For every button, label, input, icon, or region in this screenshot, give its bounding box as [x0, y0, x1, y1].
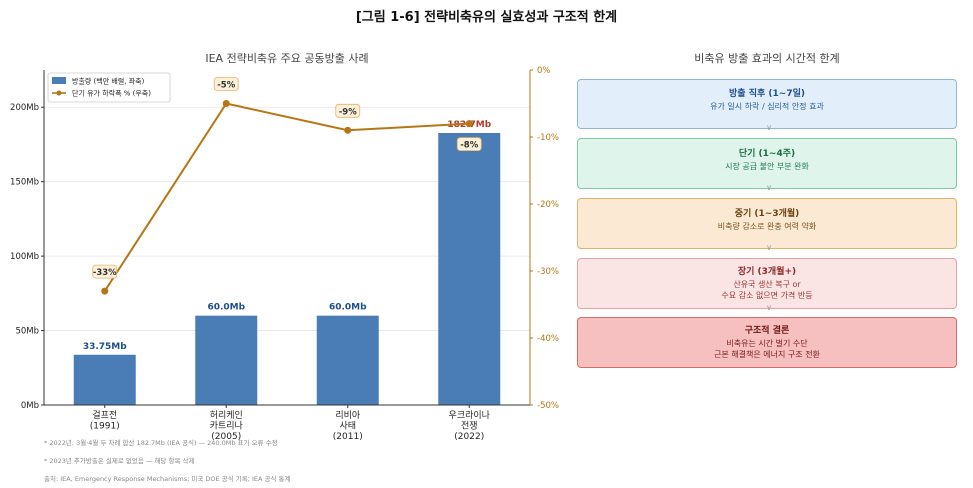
legend-line-marker	[56, 90, 62, 96]
stage-long-term: 장기 (3개월+) 산유국 생산 복구 or 수요 감소 없으면 가격 반등	[577, 258, 957, 309]
left-tick-label: 200Mb	[10, 103, 39, 113]
x-tick-label: 허리케인	[210, 410, 243, 421]
stage-short-term-desc: 시장 공급 불안 부분 완화	[725, 162, 809, 171]
right-tick-label: -20%	[537, 200, 559, 210]
chart-note-2: * 2023년 추가방출은 실제로 없었음 — 해당 항목 삭제	[44, 457, 195, 465]
x-tick-label: 사태	[339, 421, 356, 432]
right-tick-label: -40%	[537, 334, 559, 344]
stage-long-term-title: 장기 (3개월+)	[737, 267, 797, 277]
x-tick-label: 우크라이나	[449, 410, 490, 421]
arrow-down-icon: ∨	[766, 123, 772, 132]
price-drop-label: -9%	[339, 107, 357, 117]
legend-bar-label: 방출량 (백만 배럴, 좌축)	[72, 77, 145, 86]
bar	[195, 315, 258, 405]
left-tick-label: 0Mb	[21, 401, 39, 411]
bar	[73, 354, 136, 405]
stage-conclusion: 구조적 결론 비축유는 시간 벌기 수단 근본 해결책은 에너지 구조 전환	[577, 317, 957, 368]
price-drop-label: -33%	[93, 268, 117, 278]
stage-immediate: 방출 직후 (1~7일) 유가 일시 하락 / 심리적 안정 효과	[577, 79, 957, 129]
stage-conclusion-title: 구조적 결론	[744, 326, 790, 336]
arrow-down-icon: ∨	[766, 303, 772, 312]
price-drop-label-box	[335, 103, 361, 118]
source-note: 출처: IEA, Emergency Response Mechanisms; …	[44, 475, 291, 483]
price-drop-label-box	[456, 137, 482, 152]
price-drop-point	[222, 100, 230, 107]
stage-short-term-title: 단기 (1~4주)	[738, 149, 796, 159]
stage-short-term: 단기 (1~4주) 시장 공급 불안 부분 완화	[577, 138, 957, 189]
price-drop-point	[344, 126, 352, 134]
right-tick-label: -30%	[537, 267, 559, 277]
right-tick-label: 0%	[537, 66, 551, 76]
x-tick-label: (2022)	[454, 432, 484, 442]
legend-bar-swatch	[52, 77, 66, 84]
price-drop-point	[101, 287, 109, 295]
right-tick-label: -50%	[537, 401, 559, 411]
x-tick-label: 카트리나	[210, 421, 243, 432]
right-panel-title: 비축유 방출 효과의 시간적 한계	[694, 52, 840, 65]
arrow-down-icon: ∨	[766, 183, 772, 192]
legend	[47, 72, 171, 103]
stage-long-term-desc: 산유국 생산 복구 or 수요 감소 없으면 가격 반등	[721, 280, 813, 300]
x-tick-label: 전쟁	[461, 421, 478, 432]
left-tick-label: 50Mb	[15, 327, 39, 337]
price-drop-label-box	[92, 264, 118, 279]
x-tick-label: 걸프전	[92, 410, 117, 421]
price-drop-label: -8%	[460, 141, 478, 151]
right-tick-label: -10%	[537, 133, 559, 143]
bar-value-label: 33.75Mb	[83, 342, 127, 352]
price-drop-line	[103, 102, 470, 292]
price-drop-label-box	[213, 77, 239, 91]
x-tick-label: (2005)	[211, 432, 241, 442]
x-tick-label: (1991)	[90, 422, 120, 432]
left-tick-label: 150Mb	[10, 178, 39, 188]
legend-line-label: 단기 유가 하락폭 % (우축)	[72, 89, 151, 98]
stage-mid-term-title: 중기 (1~3개월)	[734, 209, 800, 219]
bar-value-label: 60.0Mb	[329, 303, 367, 313]
bar-value-label: 60.0Mb	[207, 303, 245, 313]
price-drop-point	[465, 120, 473, 128]
stage-immediate-title: 방출 직후 (1~7일)	[729, 89, 805, 99]
stage-immediate-desc: 유가 일시 하락 / 심리적 안정 효과	[710, 102, 824, 111]
x-tick-label: 리비아	[335, 410, 361, 421]
left-tick-label: 100Mb	[10, 252, 39, 262]
stage-mid-term: 중기 (1~3개월) 비축량 감소로 완충 여력 약화	[577, 198, 957, 249]
arrow-down-icon: ∨	[766, 243, 772, 252]
stage-conclusion-desc: 비축유는 시간 벌기 수단 근본 해결책은 에너지 구조 전환	[714, 339, 820, 359]
price-drop-label: -5%	[217, 81, 235, 91]
chart-note-1: * 2022년: 3월·4월 두 차례 합산 182.7Mb (IEA 공식) …	[44, 439, 278, 447]
left-panel-title: IEA 전략비축유 주요 공동방출 사례	[205, 52, 369, 65]
bar	[316, 315, 379, 405]
bar	[438, 132, 501, 406]
x-tick-label: (2011)	[333, 432, 363, 442]
figure-title: [그림 1-6] 전략비축유의 실효성과 구조적 한계	[355, 10, 618, 25]
stage-mid-term-desc: 비축량 감소로 완충 여력 약화	[717, 222, 817, 231]
